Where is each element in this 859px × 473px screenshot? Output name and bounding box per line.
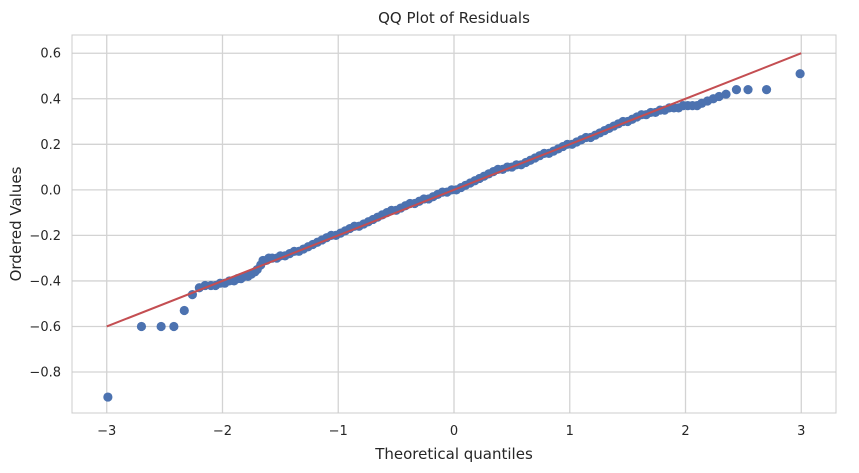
y-tick-label: −0.4 [29,274,61,289]
data-point [714,91,724,102]
chart-title: QQ Plot of Residuals [378,9,530,27]
y-tick-labels: −0.8 −0.6 −0.4 −0.2 0.0 0.2 0.4 0.6 [29,47,61,381]
data-point [179,305,189,316]
data-point [761,85,772,95]
x-tick-label: 0 [450,424,458,439]
y-tick-label: 0.6 [40,47,61,62]
y-tick-label: −0.2 [29,229,61,244]
y-tick-label: −0.6 [29,320,61,335]
x-tick-label: 1 [566,424,574,439]
data-point [721,89,731,99]
y-tick-label: 0.4 [40,92,61,107]
fit-line-layer [106,52,802,328]
reference-fit-line [106,52,802,328]
y-tick-label: −0.8 [29,366,61,381]
plot-frame [71,34,837,414]
x-tick-label: −3 [97,424,116,439]
gridlines [72,35,836,413]
data-point [743,85,753,95]
x-tick-label: −2 [213,424,232,439]
data-point [731,85,742,95]
data-point [795,69,805,79]
y-tick-label: 0.2 [40,138,61,153]
data-point [169,321,179,332]
y-axis-label: Ordered Values [7,166,25,281]
data-point [103,392,113,402]
x-axis-label: Theoretical quantiles [374,445,533,463]
x-tick-label: 3 [797,424,805,439]
data-point [156,321,166,332]
x-tick-labels: −3 −2 −1 0 1 2 3 [97,424,805,439]
y-tick-label: 0.0 [40,183,61,198]
x-tick-label: −1 [329,424,348,439]
x-tick-label: 2 [681,424,689,439]
data-point [136,321,147,332]
